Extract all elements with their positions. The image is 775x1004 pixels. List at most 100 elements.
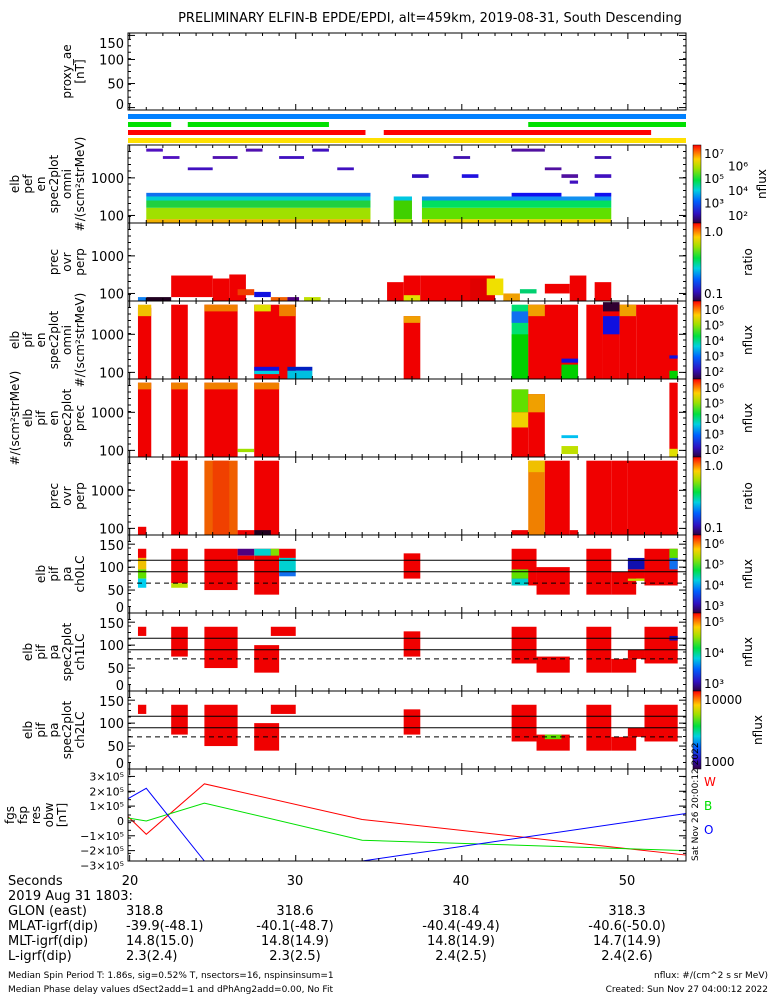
y-tick-label: 150 [99,617,124,632]
spectrogram-cell [627,569,645,579]
spectrogram-cell [171,382,188,457]
colorbar-label: 0.1 [704,521,723,535]
footer-value: 2.3(2.4) [126,949,178,964]
axis-label: pa [47,723,61,738]
axis-label: spec2plot [47,154,61,213]
spectrogram-cell [279,156,305,159]
spectrogram-cell [137,382,152,457]
colorbar-title: ratio [741,248,755,276]
footer-value: 20 [122,874,139,889]
footer-value: 318.4 [442,904,479,919]
panel-ch0LC: 0 50 100 150 elb pif pa ch0LC 10⁶ 10⁵ 10⁴ 10³ nflux [34,534,755,616]
colorbar [692,222,702,302]
spectrogram-cell [602,304,620,379]
y-tick-label: 1000 [91,484,124,499]
axis-label: elb [21,409,35,427]
y-tick-label: 0 [116,679,124,694]
spectrogram-cell [254,382,280,457]
status-bar-segment [128,138,686,143]
colorbar-label: 1000 [704,755,735,769]
spectrogram-cell [602,316,620,335]
spectrogram-cell [403,631,421,657]
spectrogram-cell [486,278,504,296]
axis-label: #/(scm²strMeV) [8,371,22,466]
axis-label: ch2LC [73,712,87,749]
spectrogram-cell [204,304,238,312]
colorbar-label: 10⁴ [704,334,724,348]
spectrogram-cell [669,557,678,570]
spectrogram-cell [586,460,612,535]
spectrogram-cell [270,704,296,714]
axis-label: omni [60,169,74,199]
spectrogram-cell [403,709,421,735]
axis-label: perp [73,248,87,276]
colorbar-title: nflux [741,559,755,589]
spectrogram-cell [627,727,645,737]
footer-value: -40.4(-49.4) [422,919,499,934]
spectrogram-cell [627,578,645,581]
panel-pef_omni: 100 1000 elb pef en spec2plot omni #/(scm²strMe… [8,137,769,232]
colorbar-label: 10⁷ [704,147,724,161]
spectrogram-cell [461,174,479,178]
spectrogram-cell [669,355,678,359]
spectrogram-cell [569,530,579,535]
status-bar-segment [128,122,172,127]
spectrogram-cell [171,704,188,735]
y-tick-label: 1000 [91,328,124,343]
spectrogram-cell [254,382,280,390]
spectrogram-cell [511,626,537,664]
spectrogram-cell [511,311,529,323]
colorbar [692,378,702,458]
axis-label: elb [21,721,35,739]
y-tick-label: 150 [99,695,124,710]
spectrogram-cell [511,530,529,535]
series-line-W [127,783,687,856]
y-tick-label: 100 [99,639,124,654]
colorbar-label: 10³ [704,599,724,613]
spectrogram-cell [561,174,579,178]
spectrogram-cell [636,304,678,379]
spectrogram-cell [561,446,579,455]
footer-value: 318.8 [126,904,163,919]
axis-label: elb [21,643,35,661]
colorbar-title: ratio [741,482,755,510]
plot-title: PRELIMINARY ELFIN-B EPDE/EPDI, alt=459km… [178,11,682,26]
spectrogram-cell [171,548,188,584]
spectrogram-cell [137,704,147,714]
spectrogram-cell [619,304,637,379]
spectrogram-cell [569,180,579,184]
spectrogram-cell [254,291,271,298]
footer-row-label: 2019 Aug 31 1803: [8,889,133,904]
spectrogram-cell [204,304,238,379]
spectrogram-cell [146,219,371,223]
spectrogram-cell [594,174,612,178]
colorbar [692,612,702,692]
colorbar-title: nflux [741,403,755,433]
spectrogram-cell [212,460,230,535]
spectrogram-cell [254,366,280,371]
spectrogram-cell [511,569,529,579]
colorbar-title: nflux [741,637,755,667]
spectrogram-cell [393,196,412,201]
status-bar-segment [128,114,686,119]
spectrogram-cell [171,583,188,588]
y-tick-label: −1×10⁵ [80,830,124,843]
y-tick-label: 100 [99,287,124,302]
axis-label: prec [73,405,87,431]
footer-value: 318.3 [608,904,645,919]
spectrogram-cell [569,275,587,301]
spectrogram-cell [627,557,645,570]
spectrogram-cell [162,156,180,159]
footer-value: 30 [287,874,304,889]
spectrogram-cell [204,382,238,457]
panel-pef_ratio: 100 1000 prec ovr perp 1.0 0.1 ratio [47,222,755,302]
colorbar-label: 0.1 [704,287,723,301]
spectrogram-cell [594,192,612,197]
axis-label: en [47,411,61,426]
spectrogram-cell [403,275,421,301]
footer-row-label: MLT-igrf(dip) [8,934,88,949]
spectrogram-cell [393,219,412,223]
spectrogram-cell [212,278,230,301]
colorbar-title: nflux [741,325,755,355]
